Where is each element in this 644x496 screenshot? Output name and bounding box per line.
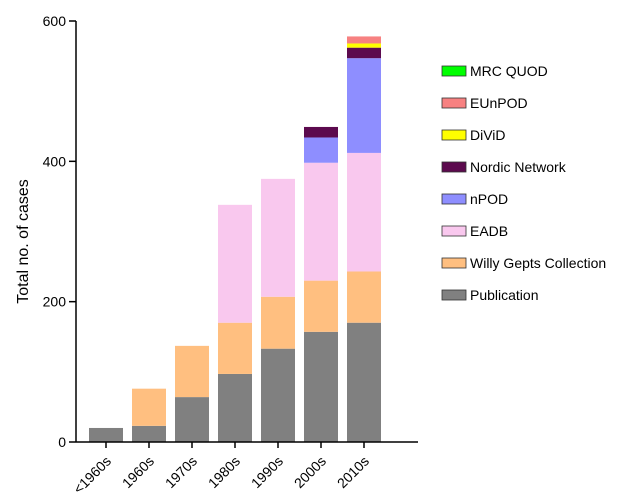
bar-segment [261, 348, 295, 442]
y-ticks: 0 200 400 600 [43, 13, 76, 450]
y-tick-label: 400 [43, 153, 67, 169]
bar-segment [304, 331, 338, 442]
bar-segment [347, 47, 381, 59]
bar-segment [218, 322, 252, 374]
bar-segment [175, 345, 209, 398]
legend-swatch [441, 225, 467, 237]
bar-segment [132, 425, 166, 442]
legend-label: Willy Gepts Collection [470, 255, 606, 271]
x-tick-label: 2000s [291, 453, 329, 491]
y-tick-label: 600 [43, 13, 67, 29]
legend-label: DiViD [470, 127, 506, 143]
legend-swatch [441, 193, 467, 205]
y-axis-title: Total no. of cases [15, 179, 32, 304]
legend-swatch [441, 289, 467, 301]
bar-segment [347, 271, 381, 323]
bar-segment [347, 58, 381, 153]
bar-segment [347, 322, 381, 442]
bars-layer [89, 36, 381, 442]
y-tick-label: 0 [58, 434, 66, 450]
bar-segment [304, 162, 338, 281]
bar-segment [347, 43, 381, 48]
bar-segment [218, 373, 252, 442]
x-tick-label: 1960s [119, 453, 157, 491]
legend-label: MRC QUOD [470, 63, 548, 79]
bar-segment [261, 178, 295, 297]
x-tick-label: 1970s [162, 453, 200, 491]
legend-label: nPOD [470, 191, 508, 207]
x-tick-label: 2010s [334, 453, 372, 491]
legend-swatch [441, 257, 467, 269]
legend-swatch [441, 97, 467, 109]
bar-segment [132, 388, 166, 426]
bar-segment [218, 204, 252, 323]
legend-label: EADB [470, 223, 508, 239]
bar-segment [261, 296, 295, 349]
x-tick-label: 1980s [205, 453, 243, 491]
bar-segment [347, 36, 381, 44]
bar-segment [175, 397, 209, 442]
x-tick-label: 1990s [248, 453, 286, 491]
x-ticks: <1960s 1960s 1970s 1980s 1990s 2000s 2010s [70, 442, 372, 496]
legend-label: Publication [470, 287, 539, 303]
legend-swatch [441, 65, 467, 77]
legend: MRC QUOD EUnPOD DiViD Nordic Network nPOD EAD… [441, 63, 606, 303]
bar-segment [304, 280, 338, 332]
bar-segment [347, 152, 381, 272]
legend-swatch [441, 129, 467, 141]
bar-segment [304, 137, 338, 163]
legend-label: Nordic Network [470, 159, 567, 175]
legend-label: EUnPOD [470, 95, 528, 111]
bar-segment [304, 126, 338, 138]
bar-segment [89, 427, 123, 442]
legend-swatch [441, 161, 467, 173]
y-tick-label: 200 [43, 294, 67, 310]
x-tick-label: <1960s [70, 453, 114, 496]
axes-layer [75, 21, 418, 443]
